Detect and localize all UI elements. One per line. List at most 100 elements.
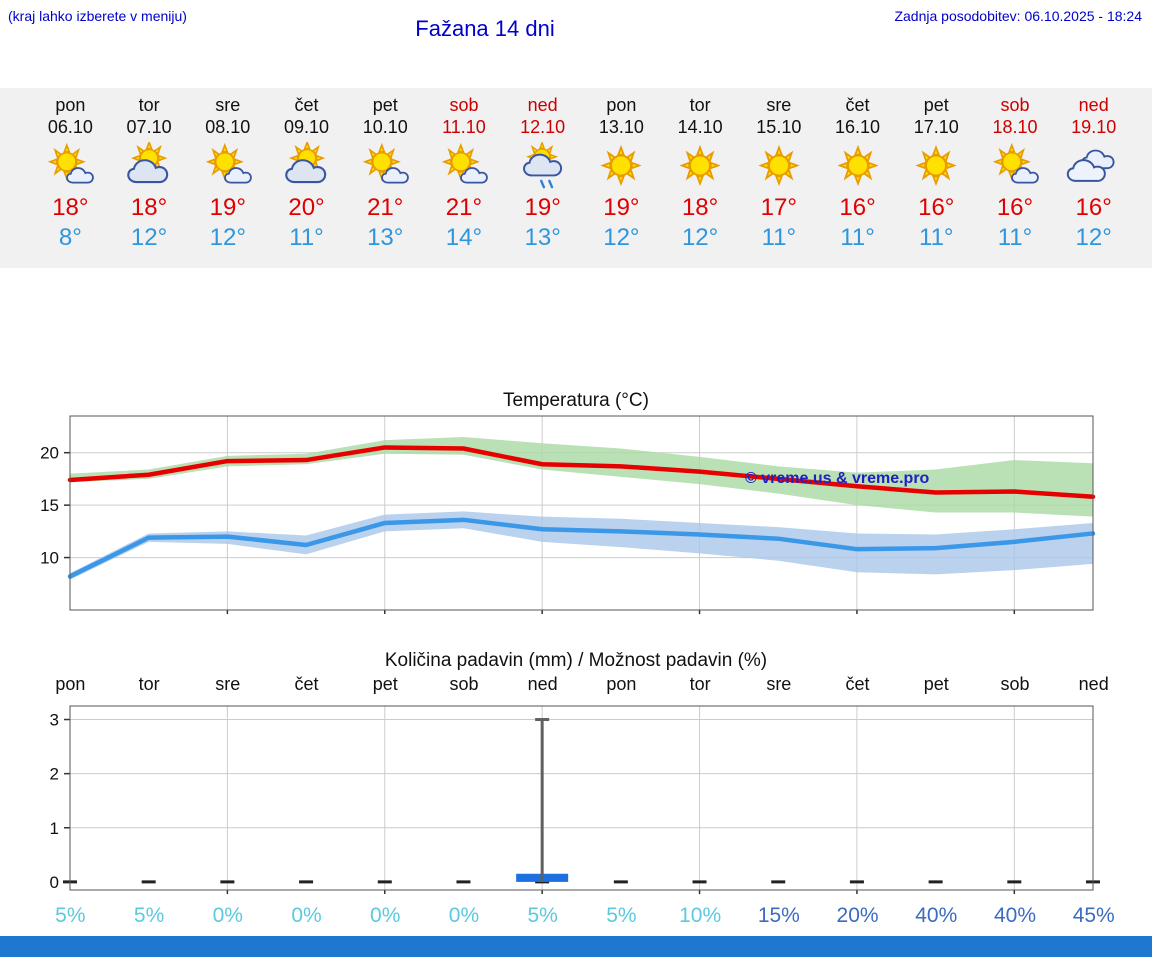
low-temp: 13°	[367, 224, 404, 251]
low-temp: 11°	[919, 224, 954, 251]
precip-probability: 0%	[448, 904, 480, 927]
forecast-day-column: sre 15.10 17° 11°	[739, 94, 818, 268]
precipitation-chart: 0 1 2 3	[50, 705, 1100, 894]
forecast-strip: pon 06.10 18° 8° tor 07.10 18° 12° sre 0…	[0, 88, 1152, 268]
high-temp: 20°	[288, 194, 325, 221]
precip-probability: 0%	[370, 904, 401, 927]
precip-probability: 5%	[55, 904, 86, 927]
day-name: sre	[766, 95, 792, 115]
low-temp: 14°	[445, 224, 483, 251]
sun-icon	[592, 142, 650, 189]
high-temp: 16°	[839, 194, 876, 221]
day-date: 17.10	[913, 117, 959, 137]
sun-small-cloud-icon	[435, 142, 493, 189]
watermark: © vreme.us & vreme.pro	[745, 470, 930, 487]
sun-small-cloud-icon	[356, 142, 414, 189]
day-date: 07.10	[126, 117, 172, 137]
sun-small-cloud-icon	[199, 142, 257, 189]
low-temp: 12°	[681, 224, 719, 251]
precip-day-label: pet	[372, 674, 398, 694]
cloudy-icon	[1065, 142, 1123, 189]
footer-bar	[0, 936, 1152, 957]
high-temp: 19°	[524, 194, 561, 221]
forecast-day-column: tor 14.10 18° 12°	[661, 94, 740, 268]
high-temp: 19°	[603, 194, 640, 221]
precip-probability: 10%	[679, 904, 722, 927]
low-temp: 12°	[209, 224, 246, 251]
sun-small-cloud-icon	[986, 142, 1044, 189]
precip-day-label: tor	[689, 674, 711, 694]
y-tick-label: 0	[50, 873, 59, 892]
page-title: Fažana 14 dni	[415, 16, 555, 41]
day-date: 10.10	[362, 117, 408, 137]
forecast-day-column: čet 16.10 16° 11°	[818, 94, 897, 268]
precip-day-label: ned	[1078, 674, 1109, 694]
temp-chart-title: Temperatura (°C)	[503, 390, 649, 411]
precip-probability: 5%	[606, 904, 637, 927]
day-date: 06.10	[47, 117, 93, 137]
forecast-day-column: sob 11.10 21° 14°	[425, 94, 504, 268]
forecast-day-column: ned 12.10 19° 13°	[503, 94, 582, 268]
high-temp: 18°	[681, 194, 719, 221]
sun-cloud-icon	[278, 142, 336, 189]
forecast-day-column: pet 10.10 21° 13°	[346, 94, 425, 268]
precip-day-label: pon	[606, 674, 637, 694]
precip-day-labels: pon tor sre čet pet sob ned pon tor sre čet pet sob n…	[0, 674, 1152, 700]
precip-chart-title: Količina padavin (mm) / Možnost padavin …	[384, 650, 768, 671]
day-date: 12.10	[520, 117, 566, 137]
precip-day-label: ned	[527, 674, 558, 694]
low-temp: 8°	[58, 224, 82, 251]
day-name: tor	[138, 95, 160, 115]
day-name: pet	[923, 95, 949, 115]
day-name: ned	[527, 95, 558, 115]
precip-day-label: sob	[449, 674, 479, 694]
precip-day-label: pon	[55, 674, 86, 694]
precip-day-label: sre	[766, 674, 792, 694]
sun-small-cloud-icon	[41, 142, 99, 189]
day-date: 08.10	[205, 117, 251, 137]
sun-icon	[907, 142, 965, 189]
day-name: čet	[845, 95, 870, 115]
day-date: 09.10	[283, 117, 330, 137]
low-temp: 12°	[603, 224, 640, 251]
day-name: tor	[689, 95, 711, 115]
day-date: 19.10	[1071, 117, 1117, 137]
low-temp: 12°	[130, 224, 168, 251]
forecast-day-column: čet 09.10 20° 11°	[267, 94, 346, 268]
y-tick-label: 1	[50, 819, 59, 838]
low-temp: 12°	[1075, 224, 1112, 251]
precipitation-section: Količina padavin (mm) / Možnost padavin …	[0, 648, 1152, 930]
precip-probability: 15%	[757, 904, 800, 927]
precip-probability: 5%	[133, 904, 165, 927]
forecast-day-column: ned 19.10 16° 12°	[1054, 94, 1133, 268]
day-date: 15.10	[756, 117, 802, 137]
high-temp: 16°	[1075, 194, 1112, 221]
high-temp: 18°	[130, 194, 168, 221]
day-date: 13.10	[598, 117, 644, 137]
high-temp: 18°	[52, 194, 89, 221]
sun-icon	[829, 142, 887, 189]
forecast-day-column: sob 18.10 16° 11°	[976, 94, 1055, 268]
precip-day-label: tor	[138, 674, 160, 694]
day-name: pet	[372, 95, 398, 115]
precip-probability: 0%	[291, 904, 322, 927]
sun-icon	[671, 142, 729, 189]
day-name: sob	[449, 95, 479, 115]
top-header: (kraj lahko izberete v meniju) Fažana 14…	[0, 0, 1152, 88]
temperature-chart: 10 15 20 © vreme.us & vreme.pro	[40, 415, 1096, 614]
forecast-day-column: tor 07.10 18° 12°	[110, 94, 189, 268]
day-date: 16.10	[835, 117, 881, 137]
precip-day-label: sre	[215, 674, 241, 694]
day-name: sre	[215, 95, 241, 115]
min-temp-line	[67, 517, 1096, 579]
max-temp-line	[67, 445, 1096, 499]
day-name: sob	[1000, 95, 1030, 115]
high-temp: 21°	[367, 194, 404, 221]
y-tick-label: 10	[40, 549, 59, 568]
precip-chart-grid: 0 1 2 3	[50, 706, 1093, 894]
low-temp: 11°	[997, 224, 1033, 251]
high-temp: 21°	[445, 194, 483, 221]
sun-icon	[750, 142, 808, 189]
day-name: ned	[1078, 95, 1109, 115]
precip-probability: 20%	[836, 904, 879, 927]
